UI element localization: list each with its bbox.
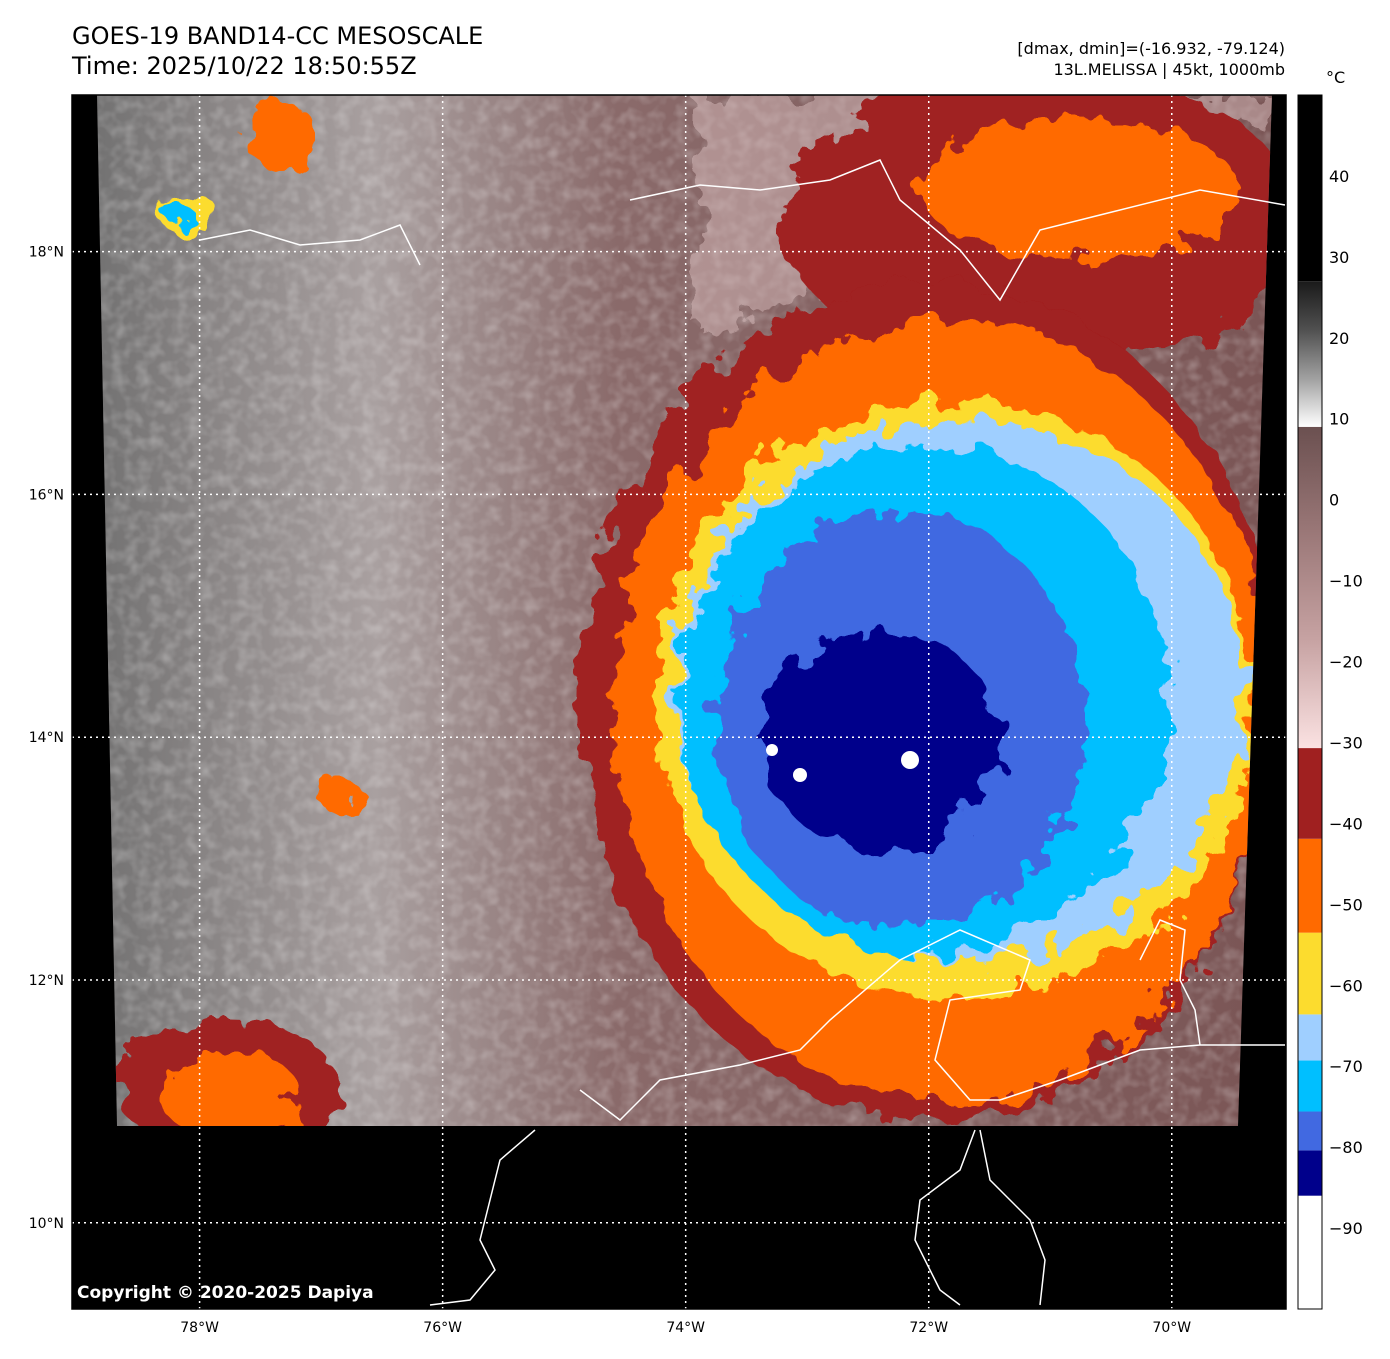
colorbar-tick-label: 30: [1329, 248, 1349, 267]
lon-tick-label: 70°W: [1152, 1320, 1191, 1336]
colorbar-gradient: [1298, 95, 1322, 282]
data-range: [dmax, dmin]=(-16.932, -79.124): [1017, 39, 1285, 58]
figure-time: Time: 2025/10/22 18:50:55Z: [72, 52, 417, 80]
lon-tick-label: 72°W: [909, 1320, 948, 1336]
colorbar-tick-label: −70: [1329, 1057, 1363, 1076]
colorbar-tick-label: −50: [1329, 895, 1363, 914]
colorbar-tick-label: −90: [1329, 1219, 1363, 1238]
lat-tick-label: 10°N: [29, 1216, 64, 1232]
colorbar-segment: [1298, 932, 1322, 1015]
lon-tick-label: 78°W: [180, 1320, 219, 1336]
colorbar-tick-label: −40: [1329, 814, 1363, 833]
colorbar-segment: [1298, 1111, 1322, 1151]
colorbar-tick-label: −60: [1329, 976, 1363, 995]
colorbar-segment: [1298, 1195, 1322, 1309]
colorbar-unit: °C: [1326, 68, 1346, 87]
copyright-label: Copyright © 2020-2025 Dapiya: [77, 1283, 374, 1303]
colorbar-tick-label: −20: [1329, 653, 1363, 672]
colorbar-segment: [1298, 1060, 1322, 1112]
infrared-imagery: [97, 95, 1272, 1126]
colorbar-gradient: [1298, 426, 1322, 749]
lat-tick-label: 16°N: [29, 487, 64, 503]
figure-title: GOES-19 BAND14-CC MESOSCALE: [72, 22, 484, 50]
colorbar-tick-label: −10: [1329, 572, 1363, 591]
storm-info: 13L.MELISSA | 45kt, 1000mb: [1053, 60, 1285, 79]
lat-tick-label: 18°N: [29, 245, 64, 261]
graticule: [72, 95, 1286, 1309]
coastlines: [199, 159, 1286, 1306]
lat-tick-label: 14°N: [29, 730, 64, 746]
colorbar-segment: [1298, 1150, 1322, 1196]
lon-tick-label: 74°W: [666, 1320, 705, 1336]
lat-tick-label: 12°N: [29, 973, 64, 989]
colorbar-tick-label: −30: [1329, 733, 1363, 752]
axis-labels: 78°W 76°W 74°W 72°W 70°W 18°N 16°N 14°N 12°N 10°N: [29, 245, 1192, 1336]
colorbar-tick-label: 20: [1329, 329, 1349, 348]
colorbar-segment: [1298, 838, 1322, 933]
colorbar-segment: [1298, 1014, 1322, 1061]
colorbar-segment: [1298, 748, 1322, 839]
map-frame: [71, 94, 1287, 1310]
colorbar-tick-label: 40: [1329, 167, 1349, 186]
colorbar-gradient: [1298, 281, 1322, 427]
lon-tick-label: 76°W: [423, 1320, 462, 1336]
colorbar-tick-label: −80: [1329, 1138, 1363, 1157]
colorbar-tick-label: 10: [1329, 410, 1349, 429]
colorbar-tick-label: 0: [1329, 491, 1339, 510]
colorbar: 40 30 20 10 0 −10 −20 −30 −40 −50 −60 −70 −80 −90: [1297, 94, 1363, 1310]
colorbar-frame: [1297, 94, 1323, 1310]
